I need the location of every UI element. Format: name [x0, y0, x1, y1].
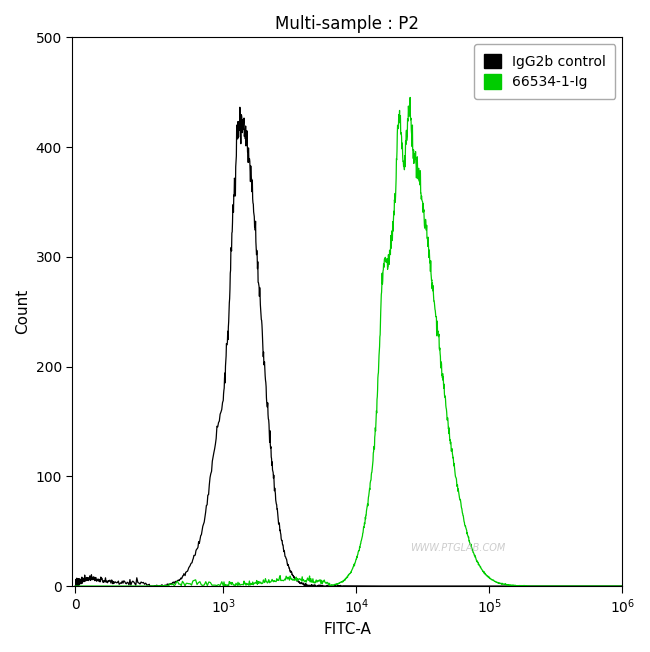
IgG2b control — [92, 574, 99, 582]
66534-1-Ig — [497, 580, 504, 587]
IgG2b control — [131, 580, 138, 587]
66534-1-Ig — [439, 376, 447, 384]
IgG2b control — [618, 582, 626, 590]
Legend: IgG2b control, 66534-1-Ig: IgG2b control, 66534-1-Ig — [474, 44, 616, 99]
IgG2b control — [236, 103, 244, 111]
66534-1-Ig — [406, 93, 414, 101]
IgG2b control — [73, 579, 81, 587]
IgG2b control — [315, 582, 322, 590]
IgG2b control — [72, 582, 79, 590]
Title: Multi-sample : P2: Multi-sample : P2 — [276, 15, 419, 33]
66534-1-Ig — [346, 570, 354, 578]
66534-1-Ig — [72, 582, 79, 590]
X-axis label: FITC-A: FITC-A — [324, 622, 371, 637]
66534-1-Ig — [86, 582, 94, 590]
66534-1-Ig — [375, 359, 383, 366]
Text: WWW.PTGLAB.COM: WWW.PTGLAB.COM — [410, 542, 505, 553]
Y-axis label: Count: Count — [15, 289, 30, 334]
66534-1-Ig — [618, 582, 626, 590]
IgG2b control — [73, 581, 81, 589]
Line: IgG2b control: IgG2b control — [75, 107, 622, 586]
IgG2b control — [245, 155, 253, 162]
Line: 66534-1-Ig: 66534-1-Ig — [75, 97, 622, 586]
66534-1-Ig — [241, 579, 249, 587]
